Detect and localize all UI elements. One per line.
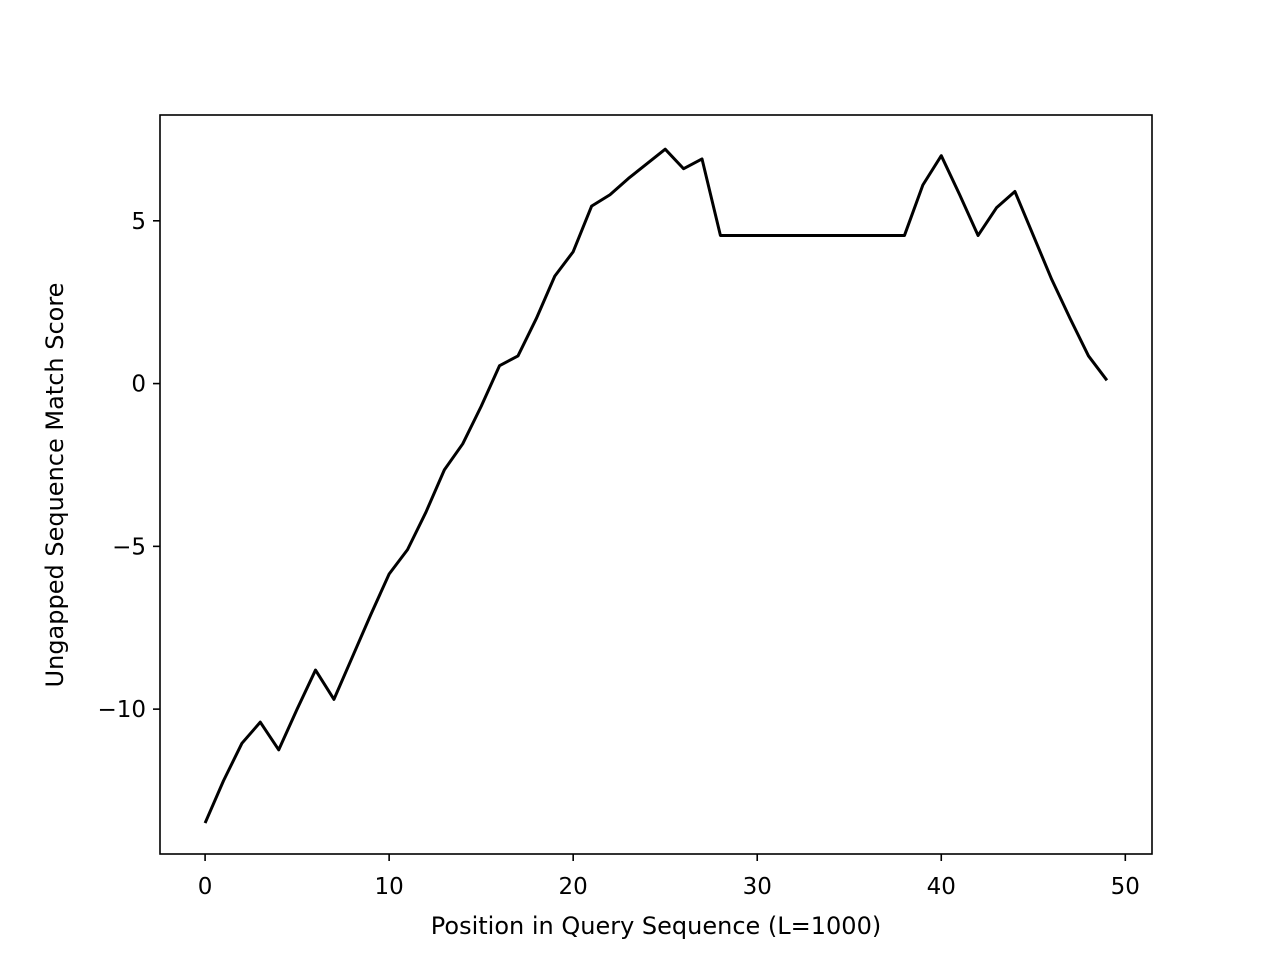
series-layer bbox=[203, 147, 1109, 824]
y-axis: −10 −5 0 5 bbox=[97, 209, 160, 723]
y-tick-label: 5 bbox=[131, 209, 146, 235]
x-tick-label: 0 bbox=[198, 874, 213, 900]
y-tick-label: 0 bbox=[131, 372, 146, 398]
y-axis-label: Ungapped Sequence Match Score bbox=[41, 283, 69, 688]
x-axis-label: Position in Query Sequence (L=1000) bbox=[431, 912, 881, 940]
plot-background bbox=[160, 115, 1152, 854]
series-line-0 bbox=[203, 147, 1109, 824]
y-tick-label: −5 bbox=[112, 534, 146, 560]
x-axis: 0 10 20 30 40 50 bbox=[198, 854, 1140, 900]
x-tick-label: 30 bbox=[743, 874, 772, 900]
x-tick-label: 40 bbox=[927, 874, 956, 900]
x-tick-label: 10 bbox=[374, 874, 403, 900]
x-tick-label: 50 bbox=[1111, 874, 1140, 900]
plot-frame bbox=[159, 114, 1153, 855]
x-tick-label: 20 bbox=[559, 874, 588, 900]
y-tick-label: −10 bbox=[97, 697, 146, 723]
